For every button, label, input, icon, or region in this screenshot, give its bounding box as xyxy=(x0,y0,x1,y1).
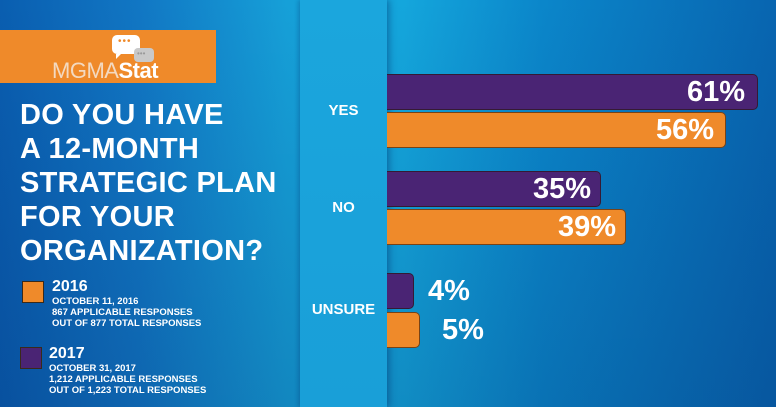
title-line: FOR YOUR xyxy=(20,201,175,233)
legend-swatch-purple xyxy=(20,347,42,369)
legend-applicable: 1,212 APPLICABLE RESPONSES xyxy=(49,374,198,385)
category-label-yes: YES xyxy=(328,102,359,119)
bar-value-label: 56% xyxy=(655,114,714,146)
bar-value-label: 39% xyxy=(557,211,616,243)
title-line: A 12-MONTH xyxy=(20,133,200,165)
bar-unsure-2016 xyxy=(387,312,420,348)
logo-suffix: Stat xyxy=(118,58,159,83)
category-label-panel xyxy=(300,0,387,407)
chat-bubble-secondary-icon xyxy=(134,48,154,62)
title-line: STRATEGIC PLAN xyxy=(20,167,277,199)
title-line: ORGANIZATION? xyxy=(20,235,264,267)
logo-banner xyxy=(0,30,216,83)
legend-total: OUT OF 1,223 TOTAL RESPONSES xyxy=(49,385,207,396)
category-label-no: NO xyxy=(332,199,355,216)
bar-value-label: 61% xyxy=(686,76,745,108)
legend-date: OCTOBER 11, 2016 xyxy=(52,296,139,307)
legend-swatch-orange xyxy=(22,281,44,303)
category-label-unsure: UNSURE xyxy=(311,301,376,318)
chart-title: DO YOU HAVE A 12-MONTH STRATEGIC PLAN FO… xyxy=(20,98,300,268)
ellipsis-icon: ••• xyxy=(137,49,146,58)
logo: MGMAStat xyxy=(52,58,159,84)
bar-value-label: 4% xyxy=(428,275,470,307)
bar-no-2016 xyxy=(387,209,626,245)
bar-unsure-2017 xyxy=(387,273,414,309)
bar-value-label: 35% xyxy=(532,173,591,205)
bar-yes-2016 xyxy=(387,112,726,148)
chat-bubbles-icon xyxy=(112,35,140,59)
legend-year: 2017 xyxy=(49,345,85,362)
ellipsis-icon: ••• xyxy=(118,36,132,47)
bar-value-label: 5% xyxy=(442,314,484,346)
title-line: DO YOU HAVE xyxy=(20,99,224,131)
legend-date: OCTOBER 31, 2017 xyxy=(49,363,136,374)
bar-no-2017 xyxy=(387,171,601,207)
bar-yes-2017 xyxy=(387,74,758,110)
logo-prefix: MGMA xyxy=(52,58,119,83)
legend-total: OUT OF 877 TOTAL RESPONSES xyxy=(52,318,202,329)
legend-applicable: 867 APPLICABLE RESPONSES xyxy=(52,307,193,318)
legend-year: 2016 xyxy=(52,278,88,295)
